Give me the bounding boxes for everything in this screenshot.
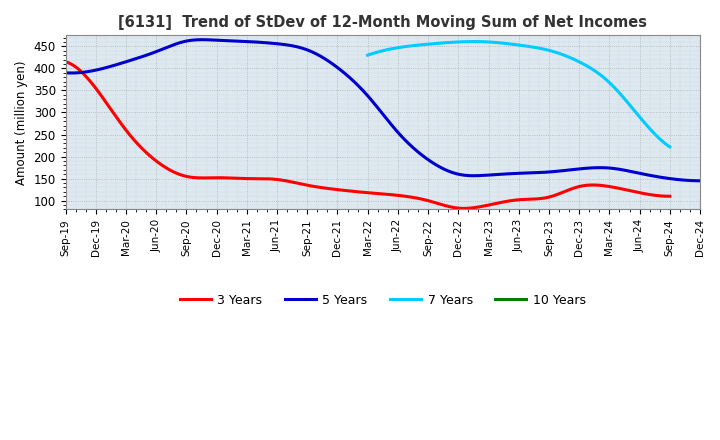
7 Years: [638, 118, 647, 123]
7 Years: [549, 49, 558, 54]
7 Years: [364, 52, 372, 58]
Y-axis label: Amount (million yen): Amount (million yen): [15, 60, 28, 185]
3 Years: [419, 197, 428, 202]
3 Years: [459, 206, 468, 211]
Line: 7 Years: 7 Years: [368, 41, 670, 147]
3 Years: [431, 200, 440, 205]
5 Years: [197, 37, 206, 42]
3 Years: [611, 185, 619, 190]
5 Years: [639, 171, 647, 176]
7 Years: [544, 48, 553, 53]
5 Years: [61, 70, 70, 75]
5 Years: [451, 171, 460, 176]
5 Years: [441, 167, 450, 172]
5 Years: [598, 165, 607, 170]
Line: 5 Years: 5 Years: [66, 40, 700, 181]
7 Years: [469, 39, 478, 44]
7 Years: [665, 144, 674, 150]
7 Years: [543, 48, 552, 53]
3 Years: [665, 194, 674, 199]
5 Years: [63, 70, 72, 76]
5 Years: [439, 166, 448, 172]
3 Years: [421, 197, 430, 202]
3 Years: [572, 184, 581, 190]
5 Years: [696, 178, 704, 183]
Line: 3 Years: 3 Years: [66, 62, 670, 209]
Legend: 3 Years, 5 Years, 7 Years, 10 Years: 3 Years, 5 Years, 7 Years, 10 Years: [175, 289, 590, 312]
Title: [6131]  Trend of StDev of 12-Month Moving Sum of Net Incomes: [6131] Trend of StDev of 12-Month Moving…: [118, 15, 647, 30]
3 Years: [63, 60, 72, 65]
3 Years: [61, 59, 70, 64]
7 Years: [619, 95, 628, 100]
7 Years: [364, 52, 373, 58]
